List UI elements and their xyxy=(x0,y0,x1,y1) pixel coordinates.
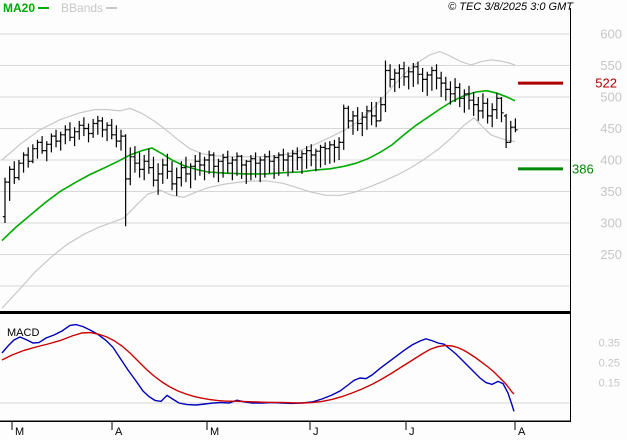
x-axis-tick-label: J xyxy=(313,426,319,438)
bbands-line-swatch-icon xyxy=(106,7,118,9)
ma20-line-swatch-icon xyxy=(38,7,50,9)
ohlc-bars xyxy=(2,60,518,227)
indicator-legend: MA20 BBands xyxy=(3,1,118,15)
panel-separator xyxy=(0,311,570,314)
price-tick-label: 450 xyxy=(600,121,622,136)
macd-tick-label: 0.15 xyxy=(599,378,620,390)
x-axis-tick-label: M xyxy=(15,426,24,438)
macd-line xyxy=(1,323,515,412)
ma20-line xyxy=(1,89,516,242)
price-tick-label: 350 xyxy=(600,184,622,199)
support-value-label: 386 xyxy=(572,161,594,176)
price-tick-label: 600 xyxy=(600,27,622,42)
x-axis-tick-label: M xyxy=(210,426,219,438)
resistance-value-label: 522 xyxy=(595,76,617,91)
price-tick-label: 250 xyxy=(600,247,622,262)
macd-tick-label: 0.25 xyxy=(599,358,620,370)
price-tick-label: 400 xyxy=(600,153,622,168)
bbands-legend-label: BBands xyxy=(61,1,104,15)
macd-tick-label: 0.35 xyxy=(599,338,620,350)
x-axis-tick-label: A xyxy=(518,426,526,438)
bollinger-upper-band xyxy=(1,50,516,161)
x-axis-tick-label: A xyxy=(115,426,123,438)
price-tick-label: 500 xyxy=(600,90,622,105)
macd-signal-line xyxy=(1,331,515,404)
price-tick-label: 550 xyxy=(600,58,622,73)
copyright-text: © TEC 3/8/2025 3:0 GMT xyxy=(448,1,573,13)
macd-panel-label: MACD xyxy=(7,327,40,339)
ma20-legend-label: MA20 xyxy=(3,1,36,15)
x-axis-tick-label: J xyxy=(409,426,415,438)
price-tick-label: 300 xyxy=(600,216,622,231)
bollinger-lower-band xyxy=(1,117,516,309)
